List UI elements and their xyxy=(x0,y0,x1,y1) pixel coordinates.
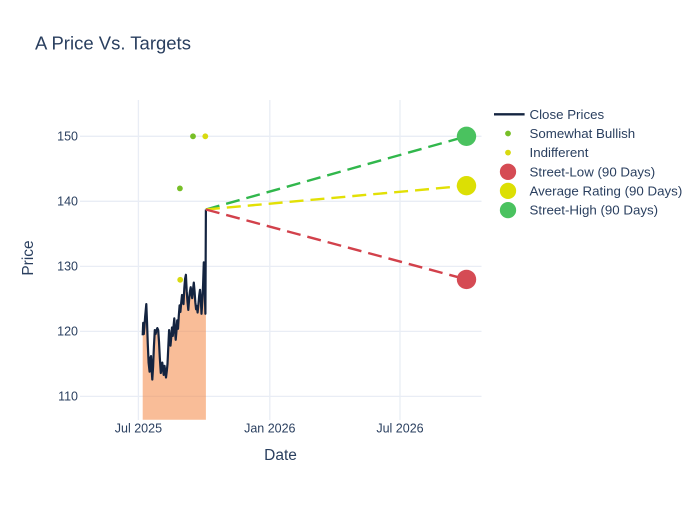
svg-text:140: 140 xyxy=(57,194,78,208)
svg-text:120: 120 xyxy=(57,324,78,338)
svg-text:150: 150 xyxy=(57,129,78,143)
svg-text:Jul 2025: Jul 2025 xyxy=(115,421,162,435)
svg-text:Indifferent: Indifferent xyxy=(530,145,589,160)
svg-text:Street-Low (90 Days): Street-Low (90 Days) xyxy=(530,164,656,179)
svg-text:Average Rating (90 Days): Average Rating (90 Days) xyxy=(530,184,683,199)
svg-text:Street-High (90 Days): Street-High (90 Days) xyxy=(530,203,659,218)
svg-text:Somewhat Bullish: Somewhat Bullish xyxy=(530,126,636,141)
svg-text:110: 110 xyxy=(58,389,78,403)
svg-text:Close Prices: Close Prices xyxy=(530,107,605,122)
svg-text:Jan 2026: Jan 2026 xyxy=(244,421,295,435)
svg-text:Date: Date xyxy=(264,447,297,464)
svg-text:130: 130 xyxy=(57,259,78,273)
svg-text:A Price Vs. Targets: A Price Vs. Targets xyxy=(35,33,191,54)
svg-text:Price: Price xyxy=(20,240,37,275)
svg-text:Jul 2026: Jul 2026 xyxy=(376,421,423,435)
